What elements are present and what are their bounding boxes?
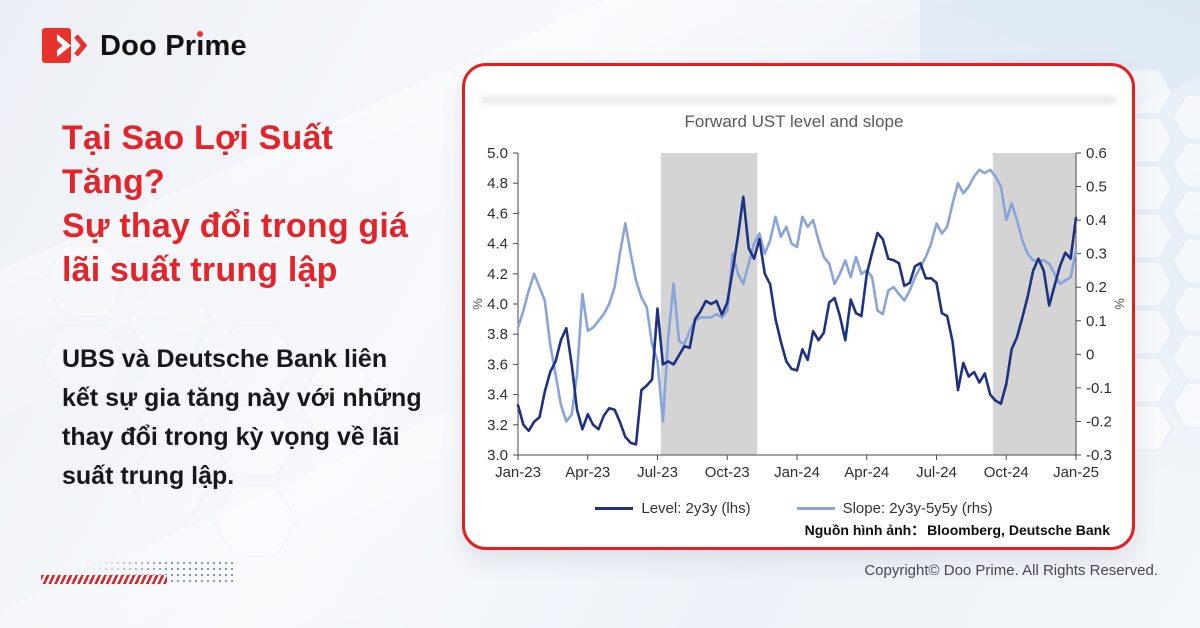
headline-line: Tăng?	[62, 163, 165, 201]
svg-text:0.5: 0.5	[1086, 179, 1107, 196]
wordmark-pre: Doo Pr	[100, 29, 197, 62]
headline: Tại Sao Lợi Suất Tăng? Sự thay đổi trong…	[62, 116, 482, 292]
svg-text:0.3: 0.3	[1086, 246, 1107, 263]
doo-prime-mark-icon	[42, 28, 88, 63]
svg-text:-0.3: -0.3	[1086, 447, 1112, 464]
wordmark-i: ı	[196, 29, 205, 62]
body-line: thay đổi trong kỳ vọng về lãi	[62, 423, 400, 451]
source-value: Bloomberg, Deutsche Bank	[927, 522, 1110, 538]
svg-text:0.4: 0.4	[1086, 212, 1107, 229]
slope-line-swatch	[796, 507, 835, 510]
headline-line: Tại Sao Lợi Suất	[62, 119, 334, 157]
svg-text:0.1: 0.1	[1086, 313, 1107, 330]
svg-text:-0.1: -0.1	[1086, 380, 1112, 397]
svg-text:Jan-23: Jan-23	[495, 464, 541, 481]
chart-legend: Level: 2y3y (lhs) Slope: 2y3y-5y5y (rhs)	[515, 500, 1073, 517]
svg-text:3.0: 3.0	[487, 447, 508, 464]
svg-text:4.2: 4.2	[487, 266, 508, 283]
svg-text:Jul-23: Jul-23	[637, 464, 678, 481]
svg-text:Apr-24: Apr-24	[844, 464, 889, 481]
svg-text:Jan-25: Jan-25	[1053, 464, 1099, 481]
svg-text:4.0: 4.0	[487, 296, 508, 313]
svg-text:4.8: 4.8	[487, 175, 508, 192]
svg-text:3.2: 3.2	[487, 417, 508, 434]
svg-text:4.4: 4.4	[487, 236, 508, 253]
svg-text:%: %	[1112, 298, 1127, 310]
source-note: Nguồn hình ảnh： Bloomberg, Deutsche Bank	[803, 520, 1110, 540]
svg-text:Oct-23: Oct-23	[705, 464, 750, 481]
wordmark-post: me	[204, 29, 247, 62]
chart-card: Forward UST level and slope 5.0 4.8 4.6 4.4…	[462, 63, 1135, 550]
svg-text:3.8: 3.8	[487, 326, 508, 343]
chart-title: Forward UST level and slope	[684, 112, 904, 131]
svg-text:0: 0	[1086, 346, 1094, 363]
svg-text:Oct-24: Oct-24	[984, 464, 1029, 481]
headline-line: lãi suất trung lập	[62, 251, 338, 289]
body-text: UBS và Deutsche Bank liên kết sự gia tăn…	[62, 340, 482, 496]
body-line: kết sự gia tăng này với những	[62, 384, 422, 412]
svg-text:Jan-24: Jan-24	[774, 464, 820, 481]
level-line-swatch	[595, 507, 634, 510]
brand-wordmark: Doo Prı me	[100, 30, 247, 63]
svg-text:5.0: 5.0	[487, 145, 508, 162]
headline-line: Sự thay đổi trong giá	[62, 207, 409, 245]
image-artifact-strip	[481, 96, 1116, 104]
legend-item-level: Level: 2y3y (lhs)	[595, 500, 751, 517]
i-dot-icon	[197, 30, 204, 37]
source-label: Nguồn hình ảnh：	[804, 522, 926, 538]
doo-prime-logo: Doo Prı me	[42, 26, 247, 66]
svg-text:%: %	[470, 298, 485, 310]
svg-text:-0.2: -0.2	[1086, 413, 1112, 430]
svg-text:3.4: 3.4	[487, 387, 508, 404]
decor-striped-bar	[41, 575, 167, 584]
body-line: suất trung lập.	[62, 462, 235, 490]
svg-text:4.6: 4.6	[487, 205, 508, 222]
svg-text:Apr-23: Apr-23	[565, 464, 610, 481]
svg-text:0.6: 0.6	[1086, 145, 1107, 162]
svg-text:3.6: 3.6	[487, 356, 508, 373]
body-line: UBS và Deutsche Bank liên	[62, 345, 388, 373]
legend-item-slope: Slope: 2y3y-5y5y (rhs)	[796, 500, 993, 517]
legend-label-slope: Slope: 2y3y-5y5y (rhs)	[842, 500, 993, 517]
svg-text:Jul-24: Jul-24	[916, 464, 957, 481]
copyright-text: Copyright© Doo Prime. All Rights Reserve…	[864, 562, 1158, 579]
legend-label-level: Level: 2y3y (lhs)	[641, 500, 751, 517]
svg-text:0.2: 0.2	[1086, 279, 1107, 296]
ust-level-slope-chart: 5.0 4.8 4.6 4.4 4.2 4.0 3.8 3.6 3.4 3.2 3.0 0.6 0.5 0…	[470, 145, 1127, 481]
